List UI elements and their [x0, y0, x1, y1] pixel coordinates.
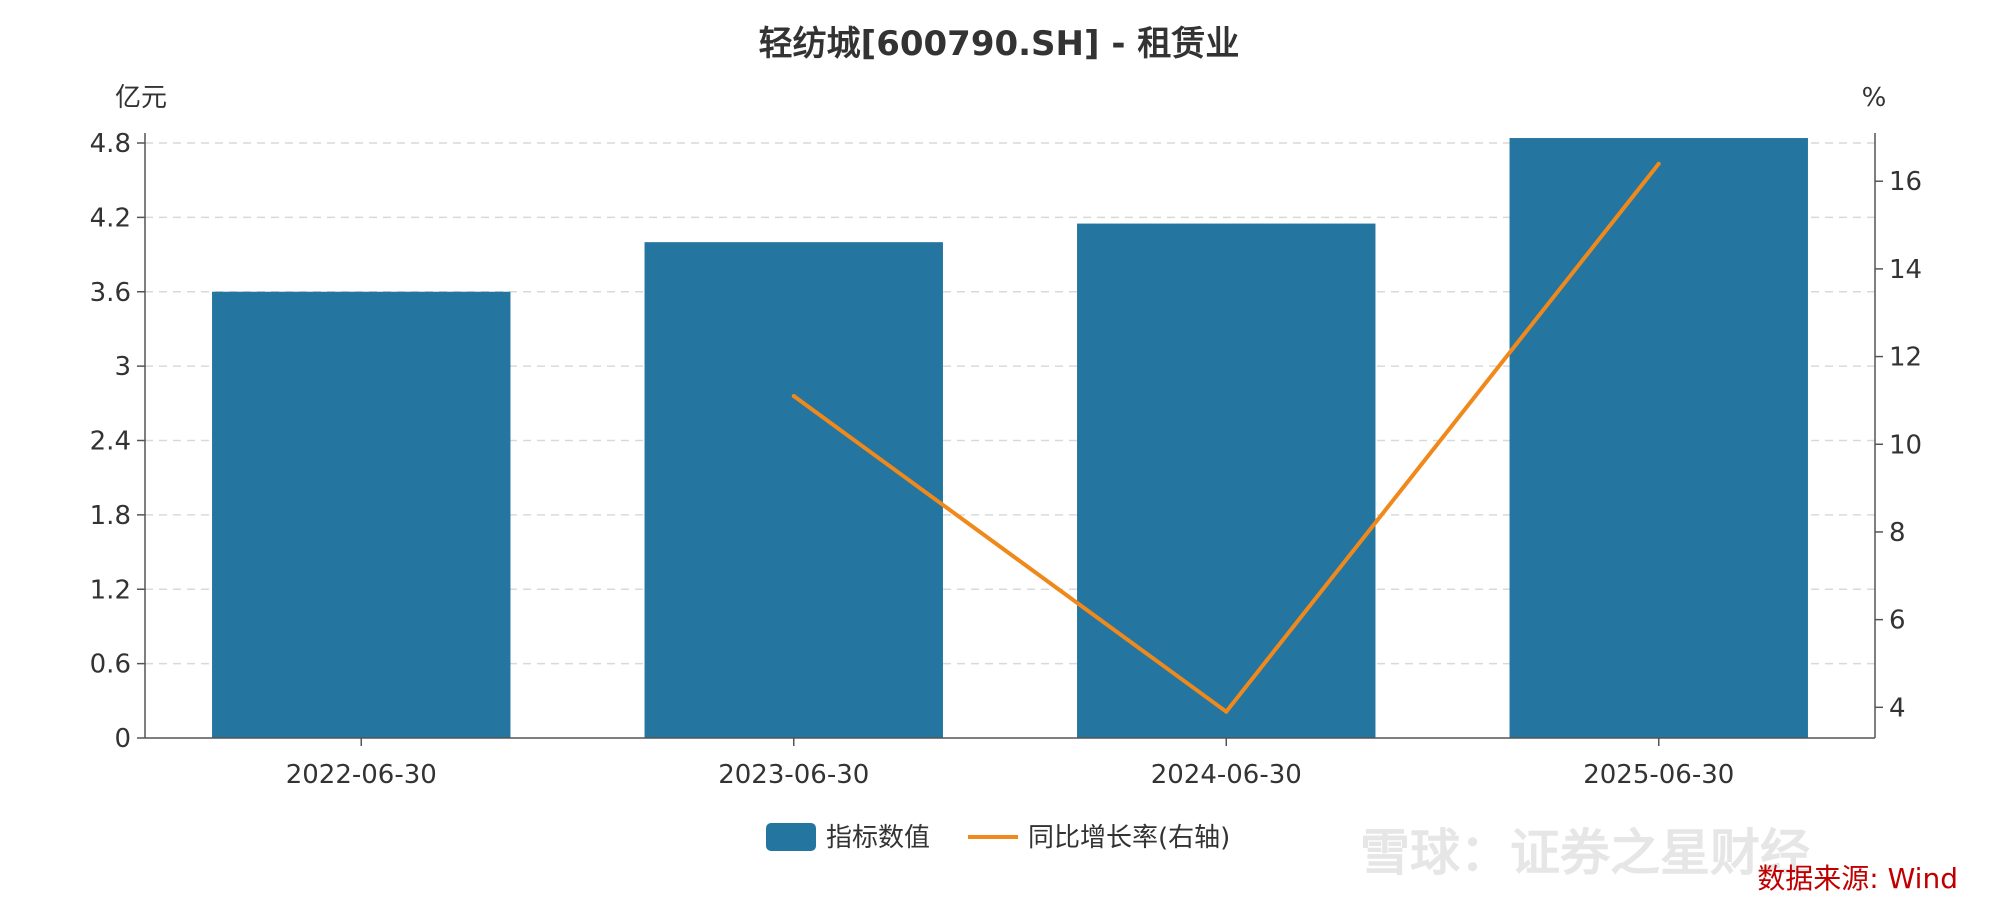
chart-title: 轻纺城[600790.SH] - 租赁业 [759, 24, 1240, 64]
left-axis-unit: 亿元 [115, 83, 167, 113]
bar [212, 291, 511, 738]
left-tick-label: 3.6 [90, 278, 131, 308]
left-tick-label: 1.2 [90, 575, 131, 605]
left-tick-label: 1.8 [90, 501, 131, 531]
left-tick-label: 0.6 [90, 650, 131, 680]
right-tick-label: 6 [1889, 606, 1906, 636]
growth-point [791, 394, 796, 399]
growth-line [791, 161, 1661, 714]
legend: 指标数值 同比增长率(右轴) [766, 823, 1230, 853]
left-tick-label: 4.8 [90, 129, 131, 159]
watermark: 雪球：证券之星财经 [1360, 824, 1810, 882]
bars [212, 138, 1808, 738]
bar [1077, 223, 1376, 738]
right-tick-label: 8 [1889, 518, 1906, 548]
growth-point [1224, 709, 1229, 714]
left-tick-label: 0 [114, 724, 131, 754]
legend-label-line: 同比增长率(右轴) [1028, 823, 1230, 853]
x-tick-label: 2022-06-30 [286, 760, 437, 790]
legend-swatch-bar [766, 823, 816, 851]
left-tick-label: 4.2 [90, 203, 131, 233]
growth-point [1656, 161, 1661, 166]
axes [137, 133, 1883, 746]
x-tick-label: 2025-06-30 [1583, 760, 1734, 790]
right-tick-label: 12 [1889, 343, 1922, 373]
left-tick-label: 2.4 [90, 427, 131, 457]
legend-label-bar: 指标数值 [826, 823, 930, 853]
left-tick-label: 3 [114, 352, 131, 382]
right-tick-label: 14 [1889, 255, 1922, 285]
right-axis-unit: % [1862, 83, 1887, 113]
bar [644, 242, 943, 738]
right-tick-label: 4 [1889, 693, 1906, 723]
right-tick-label: 10 [1889, 430, 1922, 460]
tick-labels: 0 0.6 1.2 1.8 2.4 3 3.6 4.2 4.8 4 6 8 10 12 14 16 2022-0… [90, 129, 1922, 790]
x-tick-label: 2024-06-30 [1151, 760, 1302, 790]
bar [1509, 138, 1808, 738]
right-tick-label: 16 [1889, 167, 1922, 197]
x-tick-label: 2023-06-30 [718, 760, 869, 790]
data-source: 数据来源: Wind [1757, 862, 1958, 895]
